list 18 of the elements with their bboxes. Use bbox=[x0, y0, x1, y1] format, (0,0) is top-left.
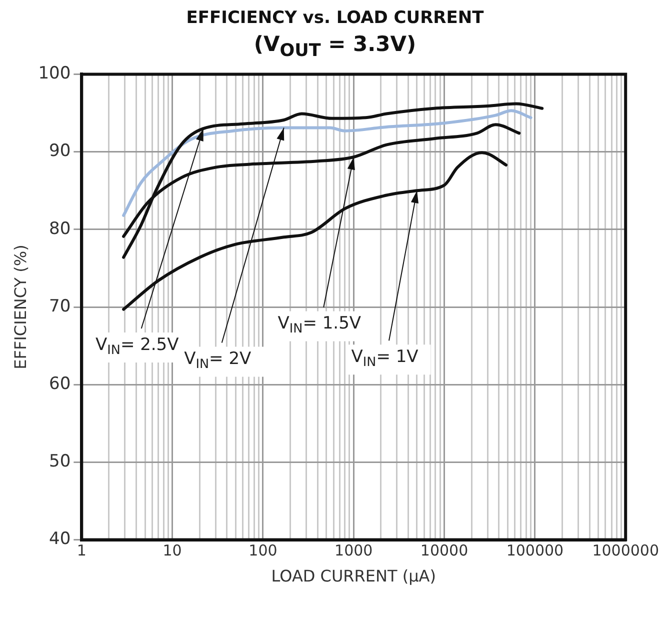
x-tick-label: 1000000 bbox=[592, 542, 660, 560]
y-tick-label: 40 bbox=[49, 529, 71, 550]
chart-subtitle: (V$_{OUT}$ = 3.3V) bbox=[252, 32, 418, 62]
y-tick-label: 60 bbox=[49, 374, 71, 394]
x-tick-label: 100000 bbox=[506, 542, 564, 560]
x-tick-label: 100 bbox=[248, 542, 278, 560]
x-tick-label: 1000 bbox=[334, 542, 373, 560]
y-axis-title: EFFICIENCY (%) bbox=[10, 244, 30, 370]
x-tick-label: 1 bbox=[76, 542, 86, 560]
y-tick-label: 90 bbox=[49, 141, 71, 162]
x-tick-label: 10 bbox=[162, 542, 182, 560]
x-tick-label: 10000 bbox=[420, 542, 468, 560]
y-tick-label: 70 bbox=[49, 296, 71, 317]
y-tick-label: 100 bbox=[38, 64, 71, 84]
y-tick-label: 50 bbox=[49, 452, 71, 472]
y-tick-label: 80 bbox=[49, 219, 71, 240]
chart-title: EFFICIENCY vs. LOAD CURRENT bbox=[185, 8, 485, 28]
x-axis-title: LOAD CURRENT (μA) bbox=[271, 566, 436, 586]
